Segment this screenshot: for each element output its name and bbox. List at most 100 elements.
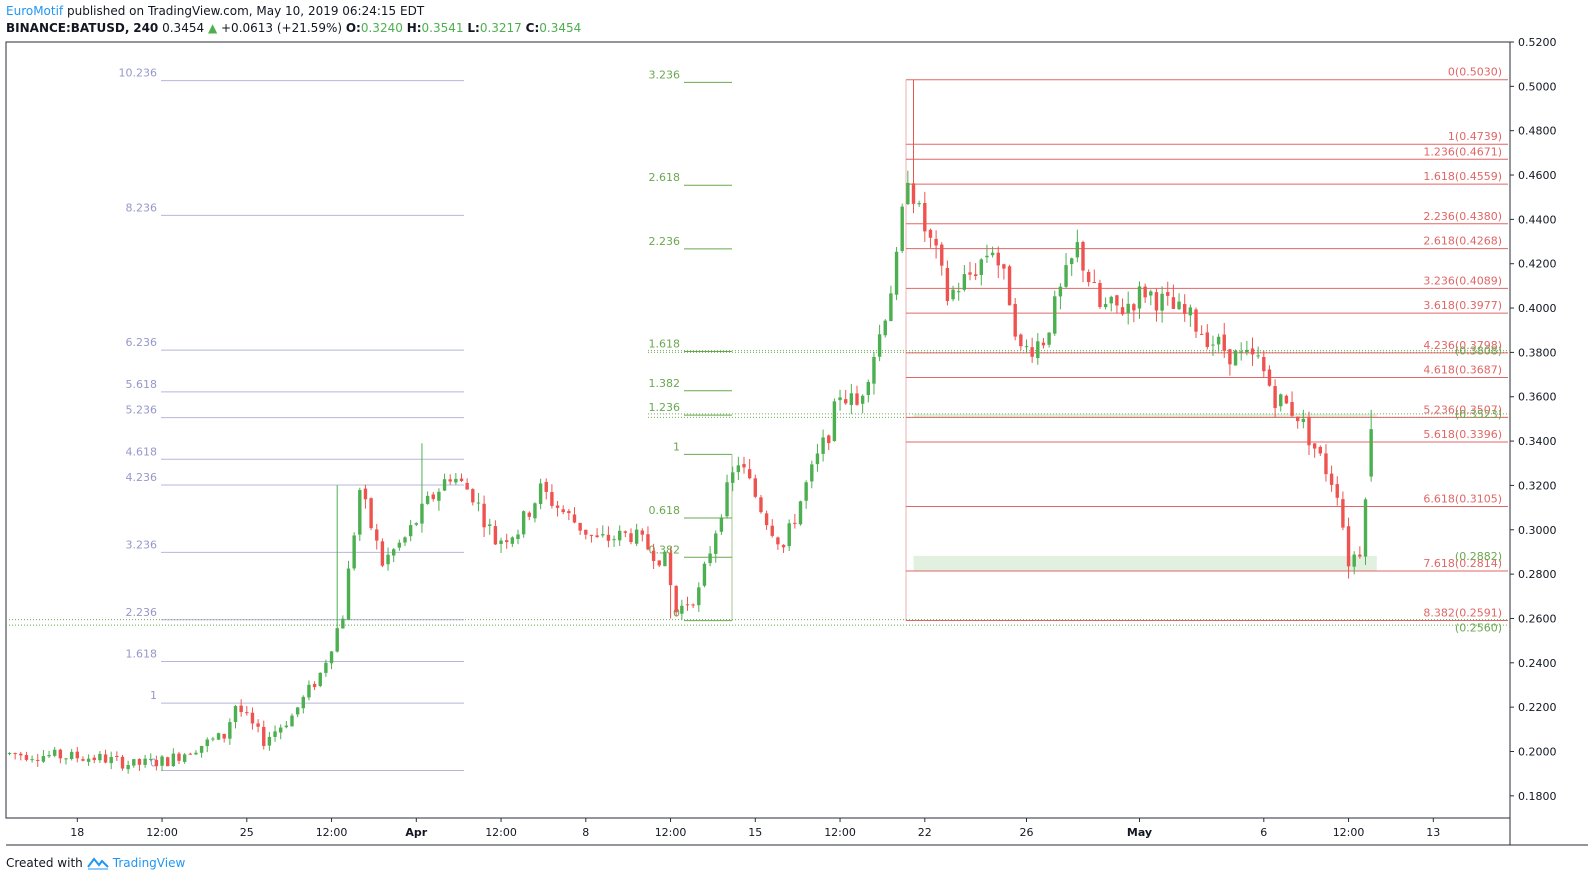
fib-right-ratio: 0 [1448,66,1455,79]
candle-body [1177,301,1181,310]
x-tick-label: May [1127,826,1152,839]
candle-body [7,752,12,754]
candle-body [1273,386,1277,408]
fib-mid-label: 2.236 [649,235,681,248]
x-tick-label: 25 [240,826,254,839]
fib-right-ratio: 1.236 [1423,145,1455,158]
candle-body [53,749,57,756]
fib-green-label: (0.2560) [1455,621,1502,634]
fib-green-value: 0.2560 [1459,621,1498,634]
candle-body [759,497,763,513]
candle-body [126,765,130,770]
candle-body [154,760,159,767]
fib-right-paren-close: ) [1498,66,1502,79]
candle-body [505,540,509,543]
candle-body [764,513,769,526]
fib-right-value: 0.4089 [1459,274,1498,287]
fib-left-label: 0 [150,757,157,770]
candle-body [335,628,339,652]
candle-body [889,293,893,322]
fib-right-paren-close: ) [1498,170,1502,183]
candle-body [731,472,735,483]
candle-body [1024,346,1029,348]
candle-body [957,291,961,293]
x-tick-label: 13 [1426,826,1440,839]
y-tick-label: 0.2800 [1518,568,1557,581]
candle-body [821,437,825,454]
fib-right-ratio: 3.618 [1423,299,1455,312]
candle-body [295,707,300,715]
candle-body [182,754,187,762]
tradingview-brand[interactable]: TradingView [112,856,186,870]
candle-body [346,568,351,620]
candle-body [30,759,34,761]
fib-green-paren-open: ( [1455,550,1459,563]
candle-body [623,531,628,533]
candle-body [1019,334,1023,347]
fib-zone [913,413,1377,418]
candle-body [1267,369,1272,386]
candle-body [1098,282,1102,307]
fib-green-paren-close: ) [1498,345,1502,358]
candle-body [1239,351,1243,353]
candle-body [940,244,944,266]
candle-body [476,502,481,504]
published-text: published on TradingView.com, May 10, 20… [67,4,425,18]
y-tick-label: 0.2400 [1518,657,1557,670]
candle-body [397,542,402,548]
fib-right-value: 0.2591 [1459,606,1498,619]
candle-body [747,469,752,479]
candle-body [284,725,289,728]
fib-right-paren-close: ) [1498,299,1502,312]
fib-right-ratio: 8.382 [1423,606,1455,619]
candle-body [228,722,232,739]
fib-green-label: (0.3523) [1455,408,1502,421]
y-tick-label: 0.5000 [1518,80,1557,93]
fib-right-value: 0.2814 [1459,557,1498,570]
candle-body [1081,242,1085,271]
candle-body [482,503,486,528]
candle-body [685,604,690,606]
candle-body [1329,473,1334,485]
candle-body [827,435,831,444]
candle-body [516,534,520,539]
plot-frame [5,41,1511,819]
candle-body [770,525,774,536]
candle-body [883,320,887,336]
y-tick-label: 0.2000 [1518,745,1557,758]
candle-body [860,395,865,404]
author-link[interactable]: EuroMotif [6,4,64,18]
candle-body [1250,348,1255,355]
fib-green-value: 0.2882 [1459,550,1498,563]
arrow-up-icon: ▲ [207,21,218,35]
candle-body [1053,296,1057,334]
fib-right-paren-open: ( [1455,299,1459,312]
fib-right-ratio: 4.618 [1423,363,1455,376]
candle-body [19,753,23,756]
fib-right-paren-open: ( [1455,66,1459,79]
candle-body [584,529,588,535]
candle-body [578,522,582,531]
x-tick-label: 12:00 [824,826,856,839]
candle-body [1369,429,1373,477]
x-tick-label: 18 [70,826,84,839]
candle-body [290,715,294,727]
fib-green-label: (0.2882) [1455,550,1502,563]
candle-body [1120,307,1125,315]
candle-body [629,533,633,542]
candle-body [900,206,904,251]
fib-right-paren-open: ( [1455,274,1459,287]
candle-body [736,465,741,473]
candle-body [1352,554,1356,567]
fib-right-label: 4.618(0.3687) [1423,363,1502,376]
x-tick-label: 12:00 [1333,826,1365,839]
candle-body [697,587,701,606]
candle-body [216,733,221,740]
fib-right-value: 0.4739 [1459,130,1498,143]
fib-left-label: 3.236 [126,538,158,551]
candle-body [945,267,950,302]
fib-right-paren-close: ) [1498,363,1502,376]
candle-body [58,749,63,759]
candle-body [567,511,571,514]
